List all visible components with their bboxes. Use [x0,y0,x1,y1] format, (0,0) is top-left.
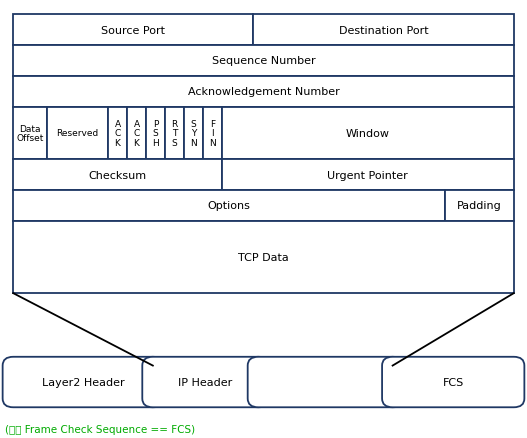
FancyBboxPatch shape [222,107,514,160]
FancyBboxPatch shape [13,46,514,77]
FancyBboxPatch shape [165,107,184,160]
FancyBboxPatch shape [13,15,253,46]
FancyBboxPatch shape [146,107,165,160]
Text: Layer2 Header: Layer2 Header [42,377,124,387]
FancyBboxPatch shape [203,107,222,160]
Text: Checksum: Checksum [89,170,147,180]
Text: Destination Port: Destination Port [338,26,428,35]
FancyBboxPatch shape [127,107,146,160]
FancyBboxPatch shape [382,357,524,407]
Text: FCS: FCS [443,377,464,387]
FancyBboxPatch shape [222,160,514,191]
FancyBboxPatch shape [13,107,47,160]
Text: Source Port: Source Port [101,26,165,35]
Text: Padding: Padding [457,201,502,211]
FancyBboxPatch shape [142,357,269,407]
Text: Sequence Number: Sequence Number [212,57,315,66]
Text: Options: Options [208,201,251,211]
FancyBboxPatch shape [3,357,163,407]
FancyBboxPatch shape [47,107,108,160]
FancyBboxPatch shape [445,191,514,221]
Text: Window: Window [346,129,390,138]
FancyBboxPatch shape [13,77,514,107]
Text: IP Header: IP Header [179,377,232,387]
Text: R
T
S: R T S [171,120,178,148]
Text: S
Y
N: S Y N [190,120,197,148]
FancyBboxPatch shape [108,107,127,160]
Text: Data
Offset: Data Offset [17,124,44,143]
Text: Reserved: Reserved [56,129,99,138]
Text: (注： Frame Check Sequence == FCS): (注： Frame Check Sequence == FCS) [5,424,196,434]
Text: Acknowledgement Number: Acknowledgement Number [188,87,339,97]
Text: F
I
N: F I N [209,120,216,148]
Text: Urgent Pointer: Urgent Pointer [327,170,408,180]
Text: TCP Data: TCP Data [238,252,289,262]
FancyBboxPatch shape [13,160,222,191]
FancyBboxPatch shape [184,107,203,160]
FancyBboxPatch shape [13,221,514,293]
FancyBboxPatch shape [253,15,514,46]
FancyBboxPatch shape [13,191,445,221]
Text: P
S
H: P S H [152,120,159,148]
Text: A
C
K: A C K [133,120,140,148]
FancyBboxPatch shape [248,357,403,407]
Text: A
C
K: A C K [114,120,121,148]
